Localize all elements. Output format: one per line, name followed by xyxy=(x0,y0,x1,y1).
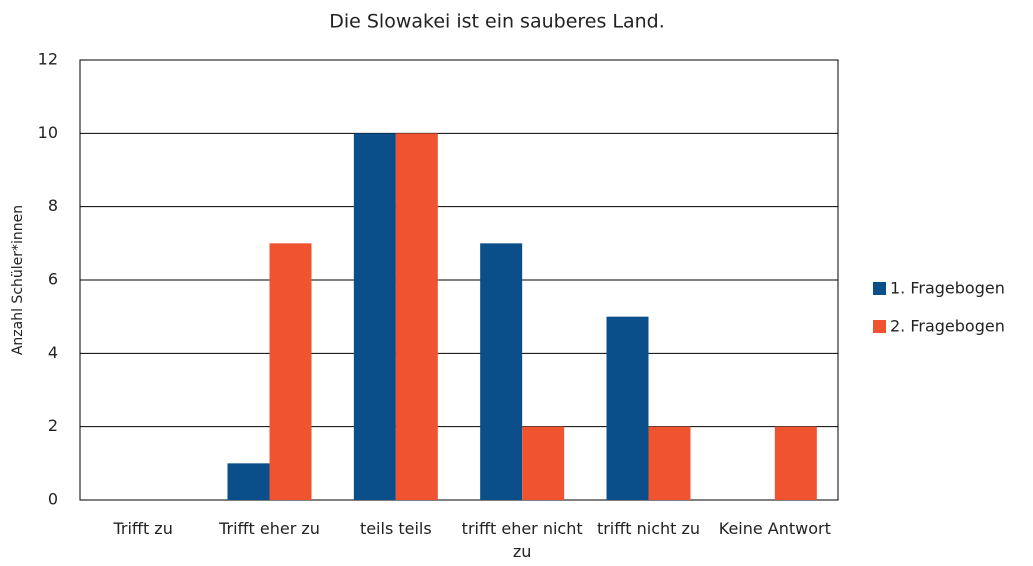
legend-swatch xyxy=(873,282,886,295)
bar xyxy=(269,243,312,501)
y-tick-label: 12 xyxy=(38,50,58,69)
y-tick-label: 10 xyxy=(38,123,58,142)
plot-border xyxy=(79,59,839,501)
y-axis-label: Anzahl Schüler*innen xyxy=(10,205,26,355)
bar xyxy=(648,426,691,500)
bar xyxy=(227,463,270,500)
x-tick-label: trifft eher nicht zu xyxy=(461,519,583,561)
x-tick-label: Trifft eher zu xyxy=(219,519,320,538)
bar xyxy=(480,243,523,501)
y-tick-label: 0 xyxy=(48,490,58,509)
x-tick-label: Trifft zu xyxy=(113,519,173,538)
y-tick-label: 8 xyxy=(48,196,58,215)
x-tick-label: Keine Antwort xyxy=(718,519,831,538)
legend-label: 2. Fragebogen xyxy=(890,317,1005,336)
legend-swatch xyxy=(873,320,886,333)
bar xyxy=(606,316,649,500)
y-tick-label: 6 xyxy=(48,270,58,289)
legend-label: 1. Fragebogen xyxy=(890,279,1005,298)
bar xyxy=(353,133,396,501)
bar xyxy=(522,426,565,500)
chart-title: Die Slowakei ist ein sauberes Land. xyxy=(329,11,665,33)
bar xyxy=(774,426,817,500)
y-tick-label: 4 xyxy=(48,343,58,362)
x-tick-label: teils teils xyxy=(359,519,432,538)
bar xyxy=(395,133,438,501)
y-tick-label: 2 xyxy=(48,416,58,435)
x-tick-label: trifft nicht zu xyxy=(596,519,701,538)
